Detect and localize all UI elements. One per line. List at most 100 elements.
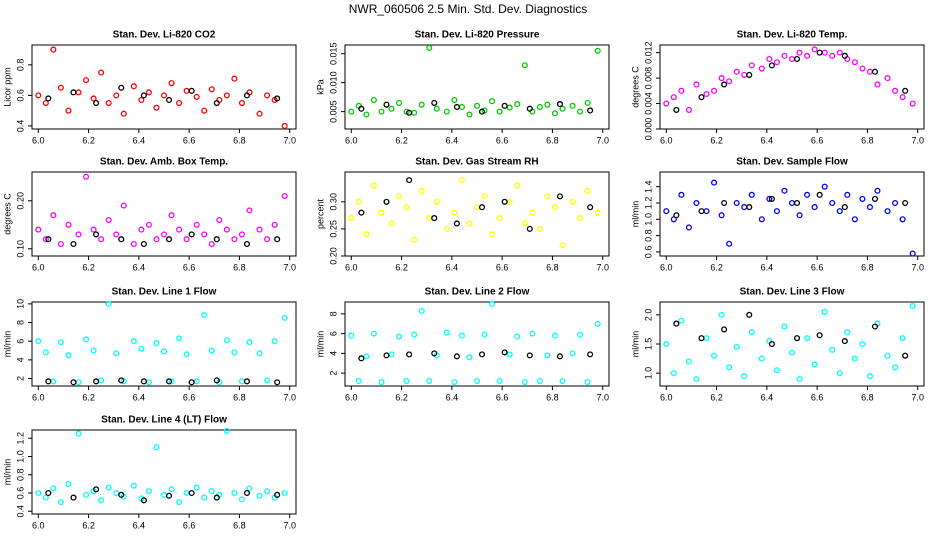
point <box>711 352 718 359</box>
point <box>741 71 748 78</box>
figure-title: NWR_060506 2.5 Min. Std. Dev. Diagnostic… <box>349 2 588 16</box>
point <box>473 102 481 109</box>
y-tick-label: 0.005 <box>328 100 338 123</box>
point <box>383 352 390 359</box>
point <box>75 379 82 386</box>
point <box>83 491 90 498</box>
point <box>243 92 251 99</box>
point <box>746 204 753 211</box>
point <box>733 68 740 75</box>
x-tick-label: 6.4 <box>761 262 774 272</box>
x-tick-label: 6.4 <box>446 262 459 272</box>
point <box>271 221 278 228</box>
x-tick-label: 6.8 <box>861 262 874 272</box>
point <box>663 340 670 348</box>
point <box>246 339 253 346</box>
point <box>65 107 72 114</box>
point <box>821 49 828 56</box>
y-tick-label: 8 <box>15 320 25 325</box>
point <box>506 351 513 358</box>
point <box>892 87 899 94</box>
x-tick-label: 6.4 <box>446 135 459 145</box>
point <box>388 105 395 112</box>
point <box>866 204 873 211</box>
panel-title: Stan. Dev. Li-820 Pressure <box>415 30 540 41</box>
point <box>130 338 137 345</box>
point <box>451 209 458 216</box>
x-tick-label: 6.6 <box>183 262 196 272</box>
point <box>501 198 508 205</box>
plot-frame <box>344 301 610 387</box>
point <box>536 378 543 385</box>
point <box>145 89 152 96</box>
point <box>213 99 220 107</box>
x-tick-label: 7.0 <box>283 262 296 272</box>
y-tick-label: 1.2 <box>15 432 25 445</box>
point <box>45 378 52 385</box>
point <box>358 355 365 362</box>
x-tick-label: 6.0 <box>32 392 45 402</box>
panel: Stan. Dev. Li-820 CO2 Licor ppm 6.0 6.2 6.4 6… <box>2 30 297 145</box>
point <box>383 101 390 108</box>
point <box>113 231 120 238</box>
y-tick-label: 0.30 <box>328 193 338 211</box>
point <box>238 231 245 238</box>
point <box>758 216 765 223</box>
x-tick-label: 6.4 <box>761 135 774 145</box>
point <box>796 49 803 56</box>
point <box>673 212 680 219</box>
point <box>138 96 145 104</box>
point <box>892 199 899 207</box>
point <box>796 375 803 383</box>
point <box>536 225 543 232</box>
point <box>176 226 183 233</box>
point <box>584 378 591 386</box>
point <box>489 98 496 105</box>
point <box>165 96 173 104</box>
x-tick-label: 6.8 <box>861 392 874 402</box>
point <box>458 332 465 339</box>
point <box>768 340 775 348</box>
point <box>902 352 909 359</box>
point <box>544 352 551 359</box>
point <box>264 92 271 99</box>
x-tick-label: 7.0 <box>911 135 924 145</box>
x-tick-label: 6.0 <box>660 262 673 272</box>
point <box>243 240 251 248</box>
point <box>246 207 253 214</box>
point <box>396 333 403 340</box>
point <box>93 378 100 385</box>
point <box>348 332 355 339</box>
point <box>703 208 710 215</box>
point <box>411 109 418 116</box>
point <box>711 87 718 94</box>
y-tick-label: 10 <box>15 299 25 309</box>
point <box>816 49 823 56</box>
point <box>544 193 551 200</box>
point <box>145 488 152 495</box>
x-tick-label: 6.0 <box>345 262 358 272</box>
panel: Stan. Dev. Gas Stream RH percent 6.0 6.2 6.4… <box>315 157 610 272</box>
point <box>587 204 594 211</box>
point <box>521 220 528 227</box>
plot-frame <box>344 171 610 257</box>
point <box>453 353 460 360</box>
point <box>433 198 440 205</box>
point <box>748 191 755 198</box>
y-axis-label: ml/min <box>2 459 12 486</box>
point <box>70 240 77 248</box>
point <box>42 494 49 501</box>
point <box>556 353 564 360</box>
point <box>693 375 700 383</box>
point <box>98 377 105 384</box>
point <box>406 109 413 116</box>
y-axis-label: ml/min <box>315 331 325 358</box>
point <box>866 373 873 380</box>
point <box>496 215 503 222</box>
plot-frame <box>659 301 925 387</box>
panel: Stan. Dev. Amb. Box Temp. degrees C 6.0 6.2… <box>2 157 297 272</box>
point <box>721 199 728 207</box>
point <box>358 209 365 216</box>
point <box>804 335 811 342</box>
x-tick-label: 6.6 <box>183 392 196 402</box>
